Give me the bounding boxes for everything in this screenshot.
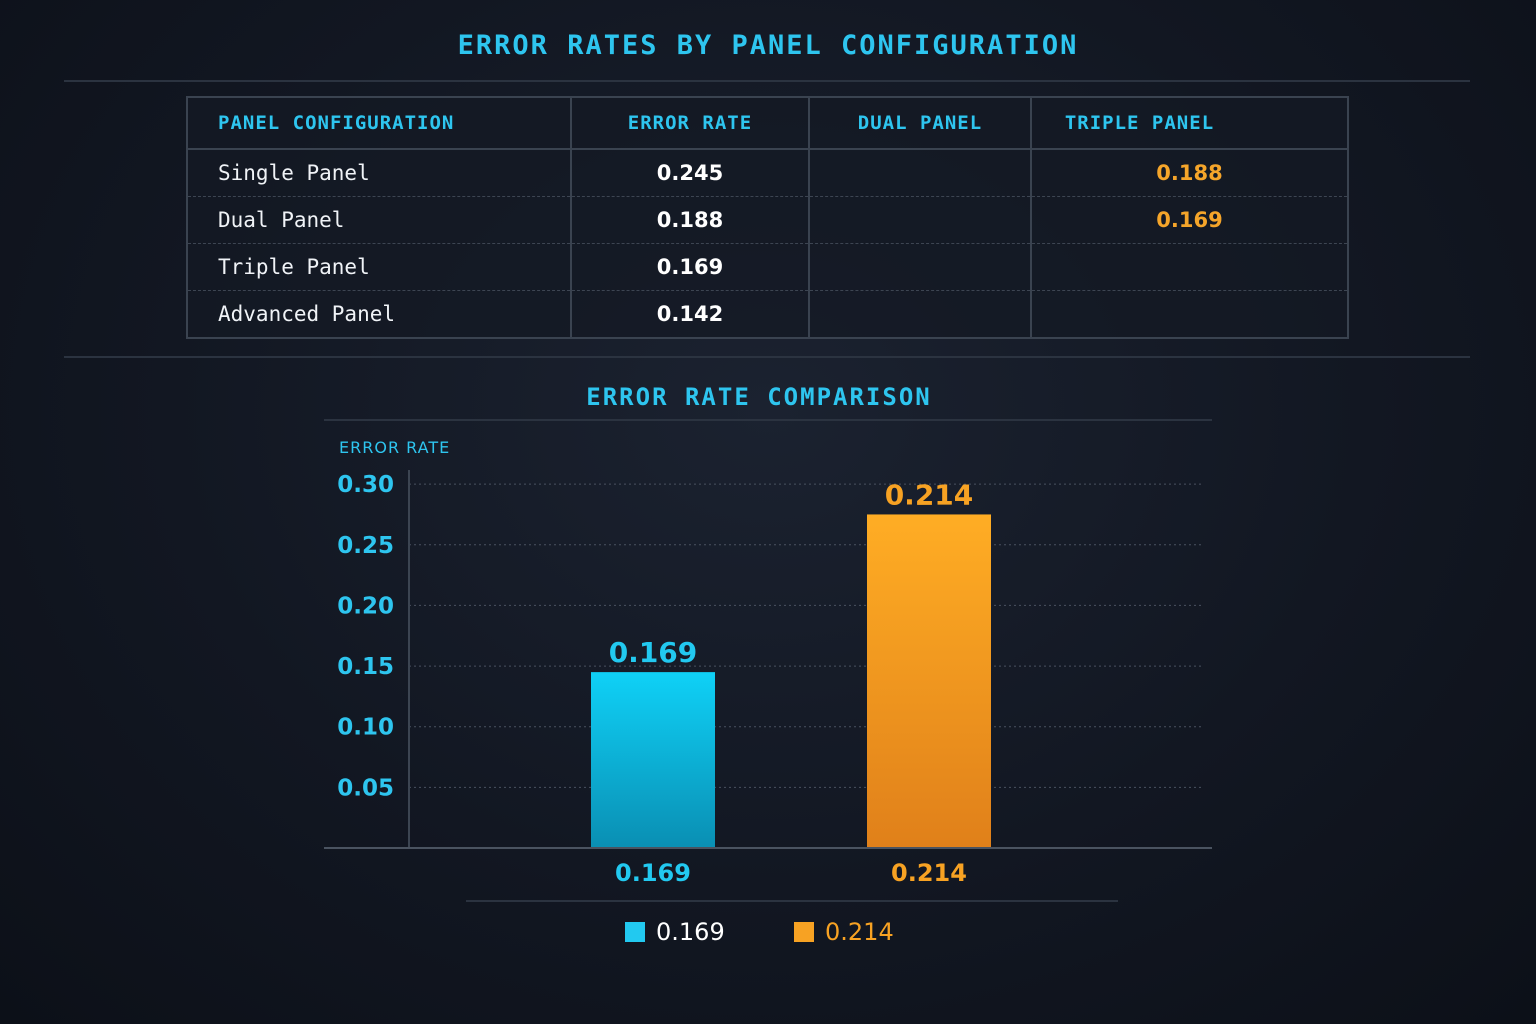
- row-triple: 0.169: [1030, 196, 1348, 244]
- header-dual-panel: DUAL PANEL: [808, 97, 1031, 150]
- bar: [867, 514, 991, 848]
- row-name: Advanced Panel: [187, 290, 571, 338]
- y-tick-label: 0.10: [337, 715, 394, 741]
- y-tick-label: 0.25: [337, 533, 394, 559]
- y-tick-label: 0.30: [337, 472, 394, 498]
- header-error-rate: ERROR RATE: [570, 97, 809, 150]
- y-tick-label: 0.15: [337, 654, 394, 680]
- section-divider: [64, 356, 1470, 358]
- row-name: Single Panel: [187, 148, 571, 197]
- legend-swatch-icon: [625, 922, 645, 942]
- table-row: Advanced Panel 0.142: [187, 290, 1348, 338]
- legend-swatch-icon: [794, 922, 814, 942]
- row-dual: [808, 148, 1031, 197]
- table-header-row: PANEL CONFIGURATION ERROR RATE DUAL PANE…: [187, 97, 1348, 150]
- row-error-rate: 0.169: [570, 243, 809, 291]
- x-tick-label: 0.169: [615, 859, 691, 887]
- data-label: 0.169: [609, 636, 698, 669]
- header-triple-panel: TRIPLE PANEL: [1030, 97, 1348, 150]
- row-triple: 0.188: [1030, 148, 1348, 197]
- page-title: ERROR RATES BY PANEL CONFIGURATION: [457, 30, 1079, 61]
- header-panel-configuration: PANEL CONFIGURATION: [187, 97, 571, 150]
- chart-legend: 0.169 0.214: [0, 918, 1536, 950]
- row-error-rate: 0.188: [570, 196, 809, 244]
- table-row: Dual Panel 0.188 0.169: [187, 196, 1348, 244]
- title-divider: [64, 80, 1470, 82]
- bar: [591, 672, 715, 848]
- data-label: 0.214: [885, 478, 974, 511]
- chart-title-divider: [324, 419, 1212, 421]
- y-tick-label: 0.20: [337, 593, 394, 619]
- table-row: Triple Panel 0.169: [187, 243, 1348, 291]
- table-row: Single Panel 0.245 0.188: [187, 148, 1348, 197]
- row-error-rate: 0.245: [570, 148, 809, 197]
- row-error-rate: 0.142: [570, 290, 809, 338]
- error-rate-table: PANEL CONFIGURATION ERROR RATE DUAL PANE…: [186, 96, 1349, 339]
- y-tick-label: 0.05: [337, 775, 394, 801]
- legend-item: 0.214: [794, 918, 894, 946]
- row-name: Dual Panel: [187, 196, 571, 244]
- row-triple: [1030, 243, 1348, 291]
- row-dual: [808, 196, 1031, 244]
- legend-item: 0.169: [625, 918, 725, 946]
- row-triple: [1030, 290, 1348, 338]
- row-dual: [808, 243, 1031, 291]
- y-axis-label: ERROR RATE: [339, 438, 451, 457]
- row-name: Triple Panel: [187, 243, 571, 291]
- row-dual: [808, 290, 1031, 338]
- legend-label: 0.214: [825, 918, 894, 946]
- legend-label: 0.169: [656, 918, 725, 946]
- x-tick-label: 0.214: [891, 859, 967, 887]
- chart-title: ERROR RATE COMPARISON: [586, 383, 932, 411]
